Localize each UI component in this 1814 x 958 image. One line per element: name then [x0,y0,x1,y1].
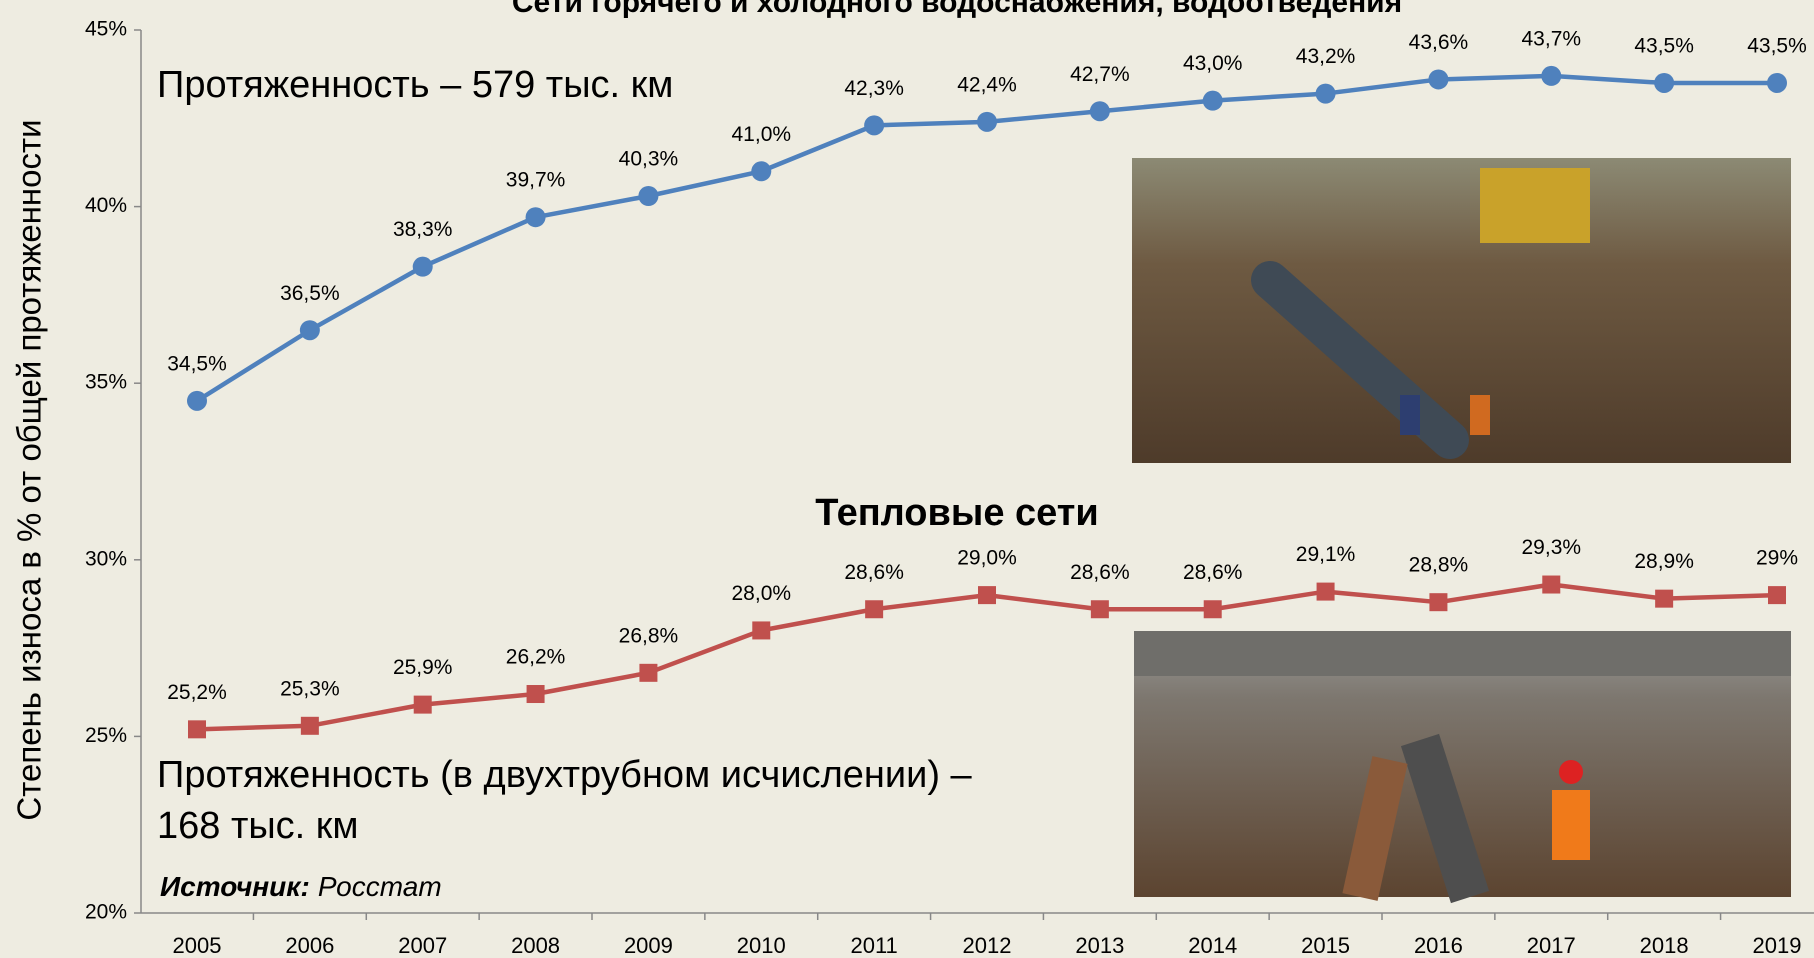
annotation: Протяженность (в двухтрубном исчислении)… [157,754,973,796]
data-label: 28,0% [732,582,792,605]
marker [1655,589,1674,608]
marker [299,320,320,341]
y-tick-label: 30% [85,547,127,570]
marker [188,720,206,739]
marker [1203,600,1222,619]
x-tick-label: 2009 [624,933,673,958]
x-tick-label: 2010 [737,933,786,958]
x-tick-label: 2018 [1640,933,1689,958]
marker [865,600,884,619]
marker [1768,586,1786,605]
x-tick-label: 2011 [850,933,897,958]
data-label: 28,9% [1634,550,1694,573]
data-label: 38,3% [393,218,453,241]
marker [1428,69,1449,90]
data-label: 43,5% [1634,35,1694,58]
x-tick-label: 2008 [511,933,560,958]
data-label: 39,7% [506,169,566,192]
marker [187,390,207,411]
data-label: 25,9% [393,656,453,679]
data-label: 26,2% [506,646,566,669]
y-axis-label: Степень износа в % от общей протяженност… [11,119,48,820]
x-tick-label: 2005 [173,933,222,958]
data-label: 28,6% [844,561,904,584]
marker [977,111,997,132]
x-tick-label: 2014 [1188,933,1237,958]
photo-bottom [1134,631,1791,904]
data-label: 43,5% [1747,35,1807,58]
x-tick-label: 2013 [1075,933,1124,958]
x-tick-label: 2017 [1527,933,1576,958]
source: Источник: Росстат [160,871,442,902]
marker [639,663,658,682]
marker [1541,65,1562,86]
data-label: 29% [1756,547,1798,570]
data-label: 42,3% [844,77,904,100]
marker [525,207,546,228]
data-label: 25,3% [280,677,340,700]
x-tick-label: 2012 [963,933,1012,958]
data-label: 28,6% [1183,561,1243,584]
marker [1767,72,1787,93]
data-label: 36,5% [280,282,340,305]
data-label: 28,6% [1070,561,1130,584]
data-label: 40,3% [619,148,679,171]
series-title: Тепловые сети [815,492,1099,534]
x-tick-label: 2007 [398,933,447,958]
y-tick-label: 20% [85,901,127,924]
data-label: 29,3% [1522,536,1582,559]
data-label: 43,6% [1409,31,1469,54]
data-label: 29,0% [957,547,1017,570]
marker [412,256,433,277]
x-tick-label: 2006 [285,933,334,958]
data-label: 25,2% [167,681,227,704]
data-label: 29,1% [1296,543,1356,566]
data-label: 43,7% [1522,27,1582,50]
marker [1202,90,1223,111]
data-label: 28,8% [1409,554,1469,577]
marker [864,115,885,136]
marker [1090,600,1109,619]
marker [413,695,432,714]
data-label: 43,0% [1183,52,1243,75]
marker [1316,582,1335,601]
y-tick-label: 35% [85,371,127,394]
photo-top [1132,158,1791,463]
data-label: 26,8% [619,624,679,647]
x-tick-label: 2019 [1753,933,1802,958]
marker [1654,72,1675,93]
y-tick-label: 45% [85,18,127,41]
x-tick-label: 2016 [1414,933,1463,958]
y-tick-label: 25% [85,724,127,747]
marker [1542,575,1561,594]
marker [1089,101,1110,122]
y-tick-label: 40% [85,194,127,217]
marker [300,716,319,735]
marker [638,186,659,207]
marker [526,685,545,704]
marker [978,586,996,605]
marker [751,161,772,182]
annotation: Протяженность – 579 тыс. км [157,64,673,106]
marker [1315,83,1336,104]
annotation: 168 тыс. км [157,805,359,847]
series-title: Сети горячего и холодного водоснабжения,… [512,0,1402,19]
x-tick-label: 2015 [1301,933,1350,958]
data-label: 43,2% [1296,45,1356,68]
marker [1429,593,1448,612]
data-label: 42,4% [957,73,1017,96]
marker [752,621,771,640]
data-label: 34,5% [167,352,227,375]
data-label: 41,0% [732,123,792,146]
source-text: Росстат [318,871,442,902]
source-label: Источник: [160,871,310,902]
data-label: 42,7% [1070,63,1130,86]
